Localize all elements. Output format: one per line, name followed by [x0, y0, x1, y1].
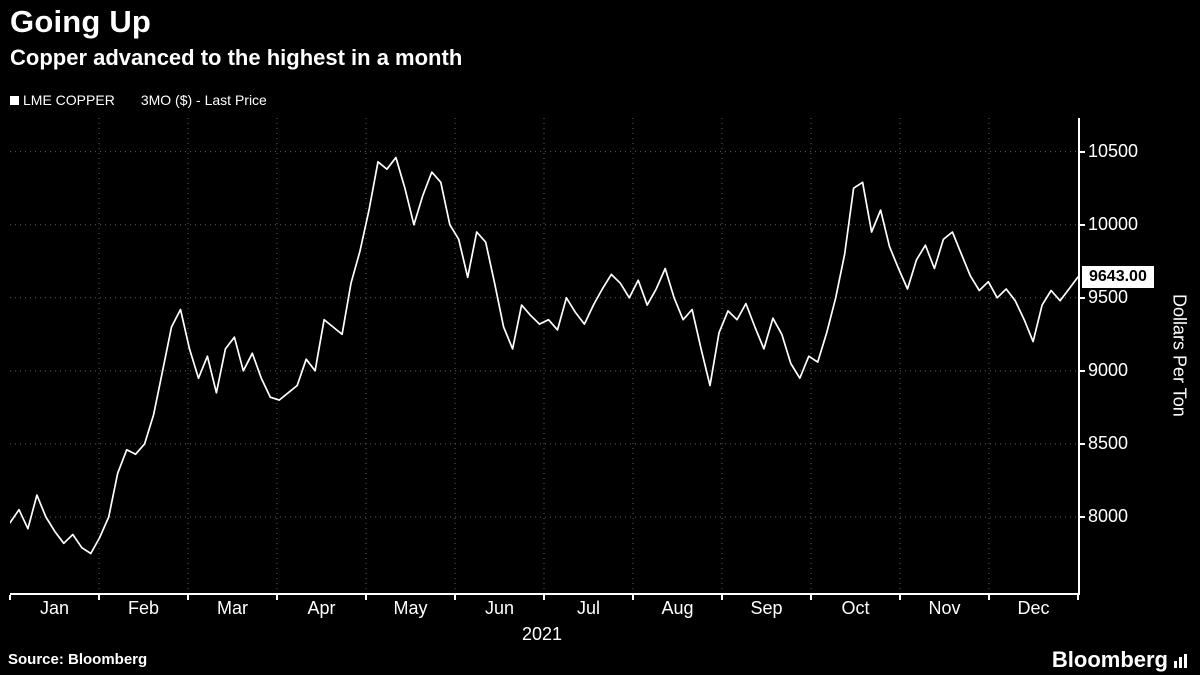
y-tick-mark [1080, 516, 1085, 518]
x-tick-mark [98, 595, 100, 600]
y-tick-mark [1080, 223, 1085, 226]
x-tick-mark [187, 595, 189, 600]
x-tick-label: Jul [576, 598, 600, 618]
x-tick-label: Nov [928, 598, 961, 618]
chart-legend: LME COPPER 3MO ($) - Last Price [10, 92, 267, 108]
plot-area [10, 118, 1080, 595]
price-line-chart [10, 118, 1078, 593]
legend-series-detail: 3MO ($) - Last Price [140, 92, 267, 108]
x-tick-label: Apr [307, 598, 336, 618]
x-tick-mark [276, 595, 278, 600]
x-tick-label: Sep [750, 598, 783, 618]
x-axis-year-label: 2021 [521, 624, 563, 644]
x-tick-label: Feb [127, 598, 160, 618]
x-tick-label: Aug [661, 598, 694, 618]
x-tick-mark [454, 595, 456, 600]
page-title: Going Up [10, 4, 152, 39]
y-tick-label: 8500 [1088, 432, 1129, 453]
x-tick-label: Mar [217, 598, 248, 618]
legend-series-marker-icon [10, 95, 19, 105]
y-tick-label: 10500 [1088, 140, 1139, 161]
x-tick-label: Oct [841, 598, 870, 618]
x-tick-mark [543, 595, 545, 600]
page-subtitle: Copper advanced to the highest in a mont… [10, 45, 463, 70]
legend-series-name: LME COPPER [23, 92, 115, 108]
footer: Source: Bloomberg Bloomberg [0, 646, 1200, 675]
x-tick-label: Dec [1017, 598, 1050, 618]
x-tick-mark [365, 595, 367, 600]
last-price-badge: 9643.00 [1082, 265, 1154, 288]
y-tick-mark [1080, 442, 1085, 445]
source-attribution: Source: Bloomberg [8, 651, 148, 668]
x-tick-mark [988, 595, 990, 600]
y-tick-mark [1080, 150, 1085, 153]
y-tick-mark [1080, 296, 1085, 299]
y-tick-label: 10000 [1088, 213, 1139, 234]
y-tick-label: 8000 [1088, 506, 1129, 526]
x-tick-label: Jan [39, 598, 70, 618]
x-tick-label: Jun [484, 598, 515, 618]
y-tick-label: 9500 [1088, 286, 1129, 307]
x-tick-mark [899, 595, 901, 600]
x-tick-label: May [393, 598, 428, 618]
y-tick-mark [1080, 369, 1085, 372]
x-tick-mark [810, 595, 812, 600]
bloomberg-logo: Bloomberg [1052, 647, 1188, 673]
x-tick-mark [721, 595, 723, 600]
bloomberg-bars-icon [1174, 653, 1187, 668]
y-tick-label: 9000 [1088, 359, 1129, 380]
price-line [10, 156, 1078, 555]
x-tick-mark [632, 595, 634, 600]
y-axis-title: Dollars Per Ton [1169, 294, 1190, 417]
x-tick-mark [9, 595, 11, 600]
x-tick-mark [1077, 595, 1079, 600]
